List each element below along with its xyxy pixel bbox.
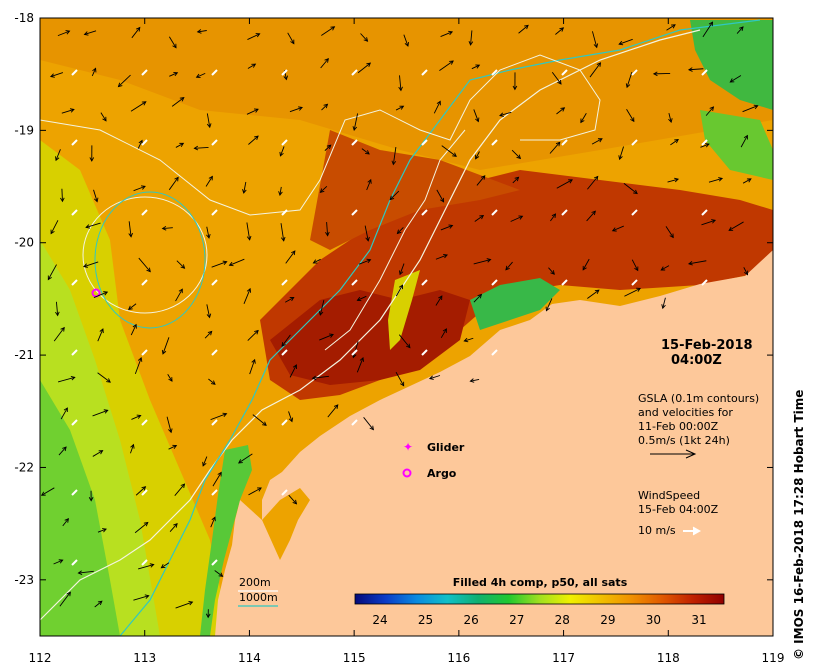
x-tick-label: 113 — [133, 651, 156, 665]
glider-legend: ✦ Glider — [403, 440, 465, 454]
map-plot-area — [40, 18, 773, 636]
isobath-1000m-label: 1000m — [239, 591, 278, 604]
argo-legend: Argo — [402, 467, 457, 480]
x-tick-label: 119 — [762, 651, 785, 665]
wind-scale-arrow-icon — [683, 526, 702, 536]
colorbar-tick-label: 28 — [555, 613, 570, 627]
gsla-legend-line1: GSLA (0.1m contours) — [638, 392, 759, 405]
gsla-legend-line4: 0.5m/s (1kt 24h) — [638, 434, 730, 447]
colorbar-title: Filled 4h comp, p50, all sats — [453, 576, 628, 589]
glider-marker-icon: ✦ — [403, 440, 413, 454]
colorbar-tick-label: 30 — [646, 613, 661, 627]
x-tick-label: 112 — [29, 651, 52, 665]
argo-label: Argo — [427, 467, 457, 480]
gsla-scale-arrow-icon — [650, 449, 697, 459]
map-frame — [39, 17, 774, 637]
colorbar-tick-label: 29 — [600, 613, 615, 627]
wind-legend-line3: 10 m/s — [638, 524, 676, 537]
argo-marker-icon — [402, 468, 412, 478]
x-tick-label: 115 — [343, 651, 366, 665]
wind-legend-line1: WindSpeed — [638, 489, 700, 502]
colorbar: Filled 4h comp, p50, all sats 24 25 26 27 28… — [354, 576, 725, 627]
colorbar-tick-label: 31 — [691, 613, 706, 627]
timestamp-date: 15-Feb-2018 — [661, 338, 753, 353]
glider-label: Glider — [427, 441, 465, 454]
imos-credit: © IMOS 16-Feb-2018 17:28 Hobart Time — [792, 389, 806, 660]
gsla-legend-line3: 11-Feb 00:00Z — [638, 420, 719, 433]
y-axis: -18 -19 -20 -21 -22 -23 — [14, 11, 773, 587]
velocity-arrows — [40, 21, 759, 619]
x-tick-label: 114 — [238, 651, 261, 665]
isobath-legend: 200m 1000m — [238, 576, 278, 607]
isobath-200m-label: 200m — [239, 576, 271, 589]
y-tick-label: -23 — [14, 573, 34, 587]
colorbar-tick-label: 24 — [372, 613, 387, 627]
y-tick-label: -21 — [14, 348, 34, 362]
x-tick-label: 118 — [657, 651, 680, 665]
gsla-contours — [39, 54, 601, 351]
wind-legend-line2: 15-Feb 04:00Z — [638, 503, 719, 516]
colorbar-tick-label: 27 — [509, 613, 524, 627]
y-tick-label: -22 — [14, 460, 34, 474]
x-tick-label: 116 — [447, 651, 470, 665]
colorbar-tick-label: 26 — [464, 613, 479, 627]
timestamp-time: 04:00Z — [671, 353, 722, 368]
y-tick-label: -19 — [14, 123, 34, 137]
x-tick-label: 117 — [552, 651, 575, 665]
isobath-1000m — [119, 19, 761, 637]
y-tick-label: -18 — [14, 11, 34, 25]
gsla-legend-line2: and velocities for — [638, 406, 733, 419]
colorbar-tick-label: 25 — [418, 613, 433, 627]
y-tick-label: -20 — [14, 236, 34, 250]
isobath-200m — [39, 29, 701, 621]
x-axis: 112 113 114 115 116 117 118 119 — [29, 18, 785, 665]
